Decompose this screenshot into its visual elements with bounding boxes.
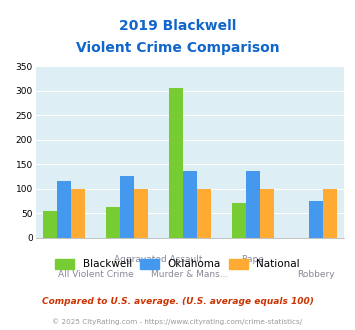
Text: Compared to U.S. average. (U.S. average equals 100): Compared to U.S. average. (U.S. average … (42, 297, 313, 307)
Bar (197, 188, 211, 238)
Bar (232, 203, 246, 238)
Text: Rape: Rape (241, 255, 264, 264)
Bar (120, 176, 134, 238)
Bar (106, 207, 120, 238)
Text: All Violent Crime: All Violent Crime (58, 270, 133, 279)
Text: Murder & Mans...: Murder & Mans... (151, 270, 229, 279)
Bar (309, 201, 323, 238)
Text: 2019 Blackwell: 2019 Blackwell (119, 19, 236, 33)
Bar (323, 188, 337, 238)
Text: Aggravated Assault: Aggravated Assault (114, 255, 203, 264)
Bar (169, 88, 183, 238)
Bar (43, 211, 57, 238)
Bar (183, 171, 197, 238)
Bar (57, 181, 71, 238)
Bar (260, 188, 274, 238)
Bar (246, 171, 260, 238)
Text: © 2025 CityRating.com - https://www.cityrating.com/crime-statistics/: © 2025 CityRating.com - https://www.city… (53, 318, 302, 325)
Bar (134, 188, 148, 238)
Legend: Blackwell, Oklahoma, National: Blackwell, Oklahoma, National (51, 255, 304, 274)
Bar (71, 188, 84, 238)
Text: Violent Crime Comparison: Violent Crime Comparison (76, 41, 279, 55)
Text: Robbery: Robbery (297, 270, 335, 279)
